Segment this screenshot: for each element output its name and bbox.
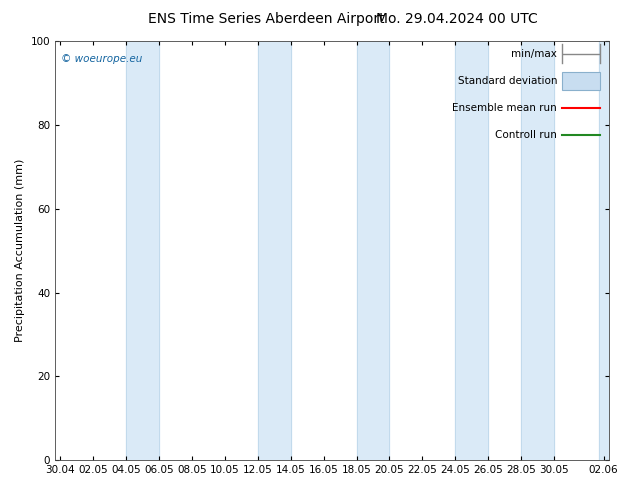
Text: Ensemble mean run: Ensemble mean run — [452, 103, 557, 113]
Bar — [257, 41, 290, 460]
Bar — [562, 72, 600, 90]
Bar — [521, 41, 554, 460]
Y-axis label: Precipitation Accumulation (mm): Precipitation Accumulation (mm) — [15, 159, 25, 343]
Bar — [598, 41, 609, 460]
Bar — [455, 41, 488, 460]
Text: ENS Time Series Aberdeen Airport: ENS Time Series Aberdeen Airport — [148, 12, 385, 26]
Bar — [126, 41, 159, 460]
Text: Mo. 29.04.2024 00 UTC: Mo. 29.04.2024 00 UTC — [375, 12, 538, 26]
Text: © woeurope.eu: © woeurope.eu — [61, 53, 142, 64]
Text: Standard deviation: Standard deviation — [458, 76, 557, 86]
Text: min/max: min/max — [511, 49, 557, 59]
Bar — [356, 41, 389, 460]
Text: Controll run: Controll run — [495, 130, 557, 140]
